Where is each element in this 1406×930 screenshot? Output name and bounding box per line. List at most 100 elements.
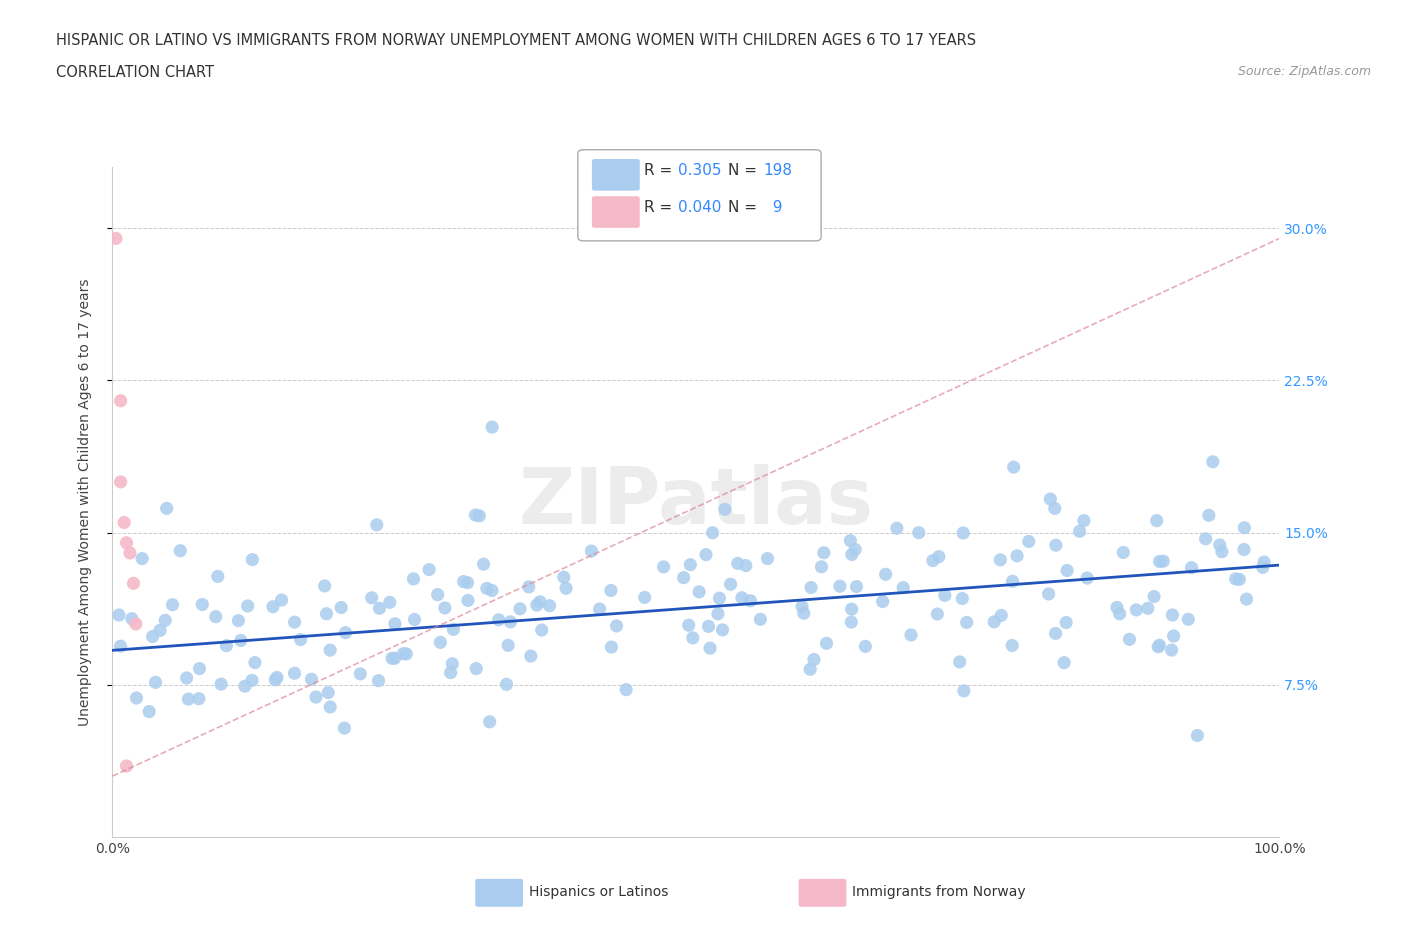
Text: 9: 9 xyxy=(763,200,783,215)
Point xyxy=(1227,572,1250,587)
Point xyxy=(711,622,734,637)
Point xyxy=(149,623,172,638)
Point xyxy=(240,552,263,567)
Point xyxy=(922,553,945,568)
Point xyxy=(983,615,1005,630)
Point xyxy=(813,545,835,560)
Point xyxy=(517,579,540,594)
Point xyxy=(934,588,956,603)
Point xyxy=(872,594,894,609)
Point xyxy=(1076,571,1098,586)
Point xyxy=(891,580,914,595)
Point xyxy=(122,576,145,591)
Point xyxy=(952,525,974,540)
Point xyxy=(606,618,628,633)
Y-axis label: Unemployment Among Women with Children Ages 6 to 17 years: Unemployment Among Women with Children A… xyxy=(77,278,91,726)
Point xyxy=(145,675,167,690)
Point xyxy=(928,550,950,565)
Text: ZIPatlas: ZIPatlas xyxy=(519,464,873,540)
Point xyxy=(290,632,312,647)
Point xyxy=(1233,520,1256,535)
Point xyxy=(1038,587,1060,602)
Point xyxy=(1180,560,1202,575)
Point xyxy=(707,606,730,621)
Point xyxy=(875,567,897,582)
Point xyxy=(229,633,252,648)
Point xyxy=(142,629,165,644)
Point xyxy=(1005,549,1028,564)
Point xyxy=(439,665,461,680)
Point xyxy=(679,557,702,572)
Point xyxy=(457,576,479,591)
Point xyxy=(1194,531,1216,546)
Point xyxy=(634,590,657,604)
Point xyxy=(1233,542,1256,557)
Point xyxy=(927,606,949,621)
Point xyxy=(731,591,754,605)
Point xyxy=(803,652,825,667)
Point xyxy=(953,684,976,698)
Point xyxy=(740,593,762,608)
Point xyxy=(125,691,148,706)
Point xyxy=(187,691,209,706)
Point xyxy=(138,704,160,719)
Point xyxy=(110,474,132,489)
Point xyxy=(1125,603,1147,618)
Point xyxy=(335,625,357,640)
Point xyxy=(949,655,972,670)
Point xyxy=(429,635,451,650)
Point xyxy=(614,683,637,698)
Point xyxy=(756,551,779,566)
Point xyxy=(266,671,288,685)
Point xyxy=(845,579,868,594)
Point xyxy=(330,600,353,615)
Point xyxy=(815,636,838,651)
Point xyxy=(1160,643,1182,658)
Point xyxy=(1002,459,1025,474)
Text: N =: N = xyxy=(728,200,762,215)
Point xyxy=(283,615,305,630)
Point xyxy=(672,570,695,585)
Point xyxy=(402,571,425,586)
Point xyxy=(1018,534,1040,549)
Point xyxy=(228,613,250,628)
Point xyxy=(110,639,132,654)
Point xyxy=(1187,728,1209,743)
Point xyxy=(360,591,382,605)
Point xyxy=(243,655,266,670)
Point xyxy=(529,594,551,609)
Point xyxy=(1253,554,1275,569)
Point xyxy=(156,501,179,516)
Point xyxy=(1198,508,1220,523)
Point xyxy=(509,602,531,617)
Point xyxy=(472,557,495,572)
Point xyxy=(793,605,815,620)
Point xyxy=(270,592,292,607)
Point xyxy=(301,671,323,686)
Point xyxy=(207,569,229,584)
Point xyxy=(499,615,522,630)
Point xyxy=(841,602,863,617)
Point xyxy=(1112,545,1135,560)
Text: Immigrants from Norway: Immigrants from Norway xyxy=(852,884,1025,899)
Point xyxy=(1105,600,1128,615)
Text: R =: R = xyxy=(644,200,678,215)
Point xyxy=(368,601,391,616)
Point xyxy=(520,648,543,663)
Text: 198: 198 xyxy=(763,163,793,178)
Point xyxy=(1136,601,1159,616)
Point xyxy=(1209,538,1232,552)
Point xyxy=(853,639,876,654)
Point xyxy=(1043,501,1066,516)
Point xyxy=(844,542,866,557)
Point xyxy=(108,607,131,622)
Point xyxy=(177,692,200,707)
Point xyxy=(316,685,339,700)
Point xyxy=(367,673,389,688)
Point xyxy=(264,672,287,687)
Point xyxy=(112,515,135,530)
Point xyxy=(465,661,488,676)
Point xyxy=(262,599,284,614)
Point xyxy=(392,646,415,661)
Text: Hispanics or Latinos: Hispanics or Latinos xyxy=(529,884,668,899)
